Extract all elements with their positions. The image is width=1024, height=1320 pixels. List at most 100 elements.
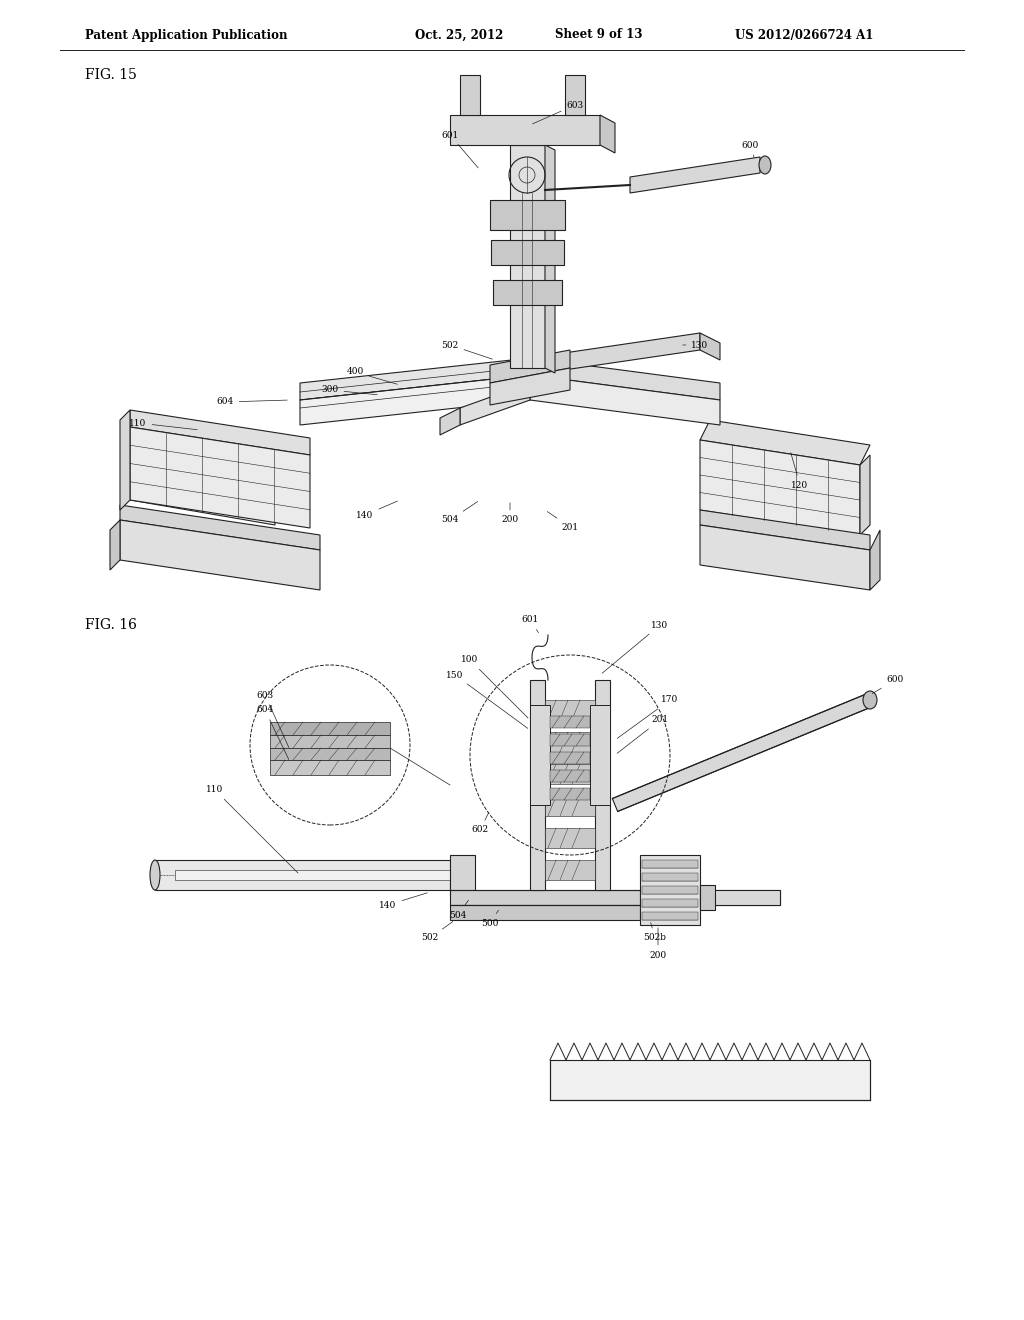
Polygon shape [130, 426, 310, 528]
Polygon shape [700, 890, 780, 906]
Polygon shape [530, 705, 550, 805]
Polygon shape [450, 890, 640, 906]
Text: 200: 200 [502, 503, 518, 524]
Ellipse shape [150, 861, 160, 890]
Text: 110: 110 [129, 418, 198, 430]
Text: 502: 502 [441, 341, 493, 359]
Polygon shape [450, 906, 640, 920]
Text: 201: 201 [617, 715, 669, 754]
Polygon shape [700, 440, 860, 535]
Text: Patent Application Publication: Patent Application Publication [85, 29, 288, 41]
Polygon shape [545, 796, 595, 816]
Polygon shape [595, 680, 610, 890]
Text: 602: 602 [471, 813, 488, 834]
Polygon shape [110, 520, 120, 570]
Text: 504: 504 [441, 502, 477, 524]
Text: 504: 504 [450, 900, 468, 920]
Polygon shape [642, 886, 698, 894]
Polygon shape [700, 510, 870, 550]
Polygon shape [590, 705, 610, 805]
Polygon shape [545, 861, 595, 880]
Polygon shape [300, 375, 530, 425]
Polygon shape [860, 455, 870, 535]
Polygon shape [120, 506, 319, 550]
Polygon shape [530, 375, 720, 425]
Polygon shape [630, 157, 760, 193]
Text: 604: 604 [256, 705, 289, 759]
Polygon shape [550, 770, 590, 781]
Text: 120: 120 [791, 453, 809, 490]
Polygon shape [270, 722, 390, 735]
Polygon shape [493, 280, 562, 305]
Polygon shape [530, 680, 545, 890]
Polygon shape [700, 333, 720, 360]
Text: 400: 400 [346, 367, 397, 384]
Polygon shape [700, 525, 870, 590]
Polygon shape [642, 861, 698, 869]
Ellipse shape [863, 690, 877, 709]
Text: 601: 601 [441, 131, 478, 168]
Polygon shape [545, 700, 595, 719]
Polygon shape [545, 764, 595, 784]
Text: 170: 170 [617, 696, 679, 738]
Polygon shape [870, 531, 880, 590]
Text: 603: 603 [532, 100, 584, 124]
Polygon shape [130, 420, 275, 465]
Polygon shape [545, 145, 555, 374]
Polygon shape [460, 75, 480, 115]
Polygon shape [530, 333, 700, 375]
Text: 140: 140 [379, 892, 427, 909]
Text: 300: 300 [322, 385, 377, 395]
Polygon shape [530, 358, 720, 400]
Text: 130: 130 [683, 341, 709, 350]
Text: 601: 601 [521, 615, 539, 632]
Text: 130: 130 [602, 620, 669, 673]
Polygon shape [565, 75, 585, 115]
Polygon shape [450, 115, 600, 145]
Text: 502b: 502b [643, 923, 667, 942]
Polygon shape [550, 734, 590, 746]
Polygon shape [120, 411, 130, 510]
Text: 150: 150 [446, 671, 527, 729]
Text: 140: 140 [356, 502, 397, 520]
Polygon shape [640, 855, 700, 925]
Polygon shape [642, 899, 698, 907]
Polygon shape [545, 733, 595, 752]
Polygon shape [490, 201, 565, 230]
Ellipse shape [759, 156, 771, 174]
Polygon shape [510, 145, 545, 368]
Text: 604: 604 [216, 397, 287, 407]
Text: 600: 600 [741, 140, 759, 157]
Text: 603: 603 [256, 690, 289, 747]
Polygon shape [130, 440, 275, 525]
Polygon shape [300, 358, 530, 400]
Text: 201: 201 [547, 512, 579, 532]
Polygon shape [612, 693, 872, 812]
Polygon shape [270, 748, 390, 760]
Text: 200: 200 [649, 928, 667, 960]
Text: 600: 600 [872, 676, 903, 693]
Polygon shape [490, 368, 570, 405]
Polygon shape [700, 890, 780, 906]
Text: Oct. 25, 2012: Oct. 25, 2012 [415, 29, 504, 41]
Polygon shape [155, 861, 450, 890]
Polygon shape [550, 715, 590, 729]
Polygon shape [642, 873, 698, 880]
Text: 110: 110 [207, 785, 298, 873]
Polygon shape [175, 870, 450, 880]
Text: FIG. 16: FIG. 16 [85, 618, 137, 632]
Text: FIG. 15: FIG. 15 [85, 69, 137, 82]
Polygon shape [700, 420, 870, 465]
Polygon shape [700, 884, 715, 909]
Text: 100: 100 [462, 656, 528, 718]
Polygon shape [490, 350, 570, 383]
Polygon shape [600, 115, 615, 153]
Polygon shape [440, 408, 460, 436]
Polygon shape [120, 520, 319, 590]
Polygon shape [270, 760, 390, 775]
Polygon shape [450, 855, 475, 895]
Polygon shape [270, 735, 390, 748]
Polygon shape [130, 411, 310, 455]
Polygon shape [550, 1060, 870, 1100]
Text: Sheet 9 of 13: Sheet 9 of 13 [555, 29, 642, 41]
